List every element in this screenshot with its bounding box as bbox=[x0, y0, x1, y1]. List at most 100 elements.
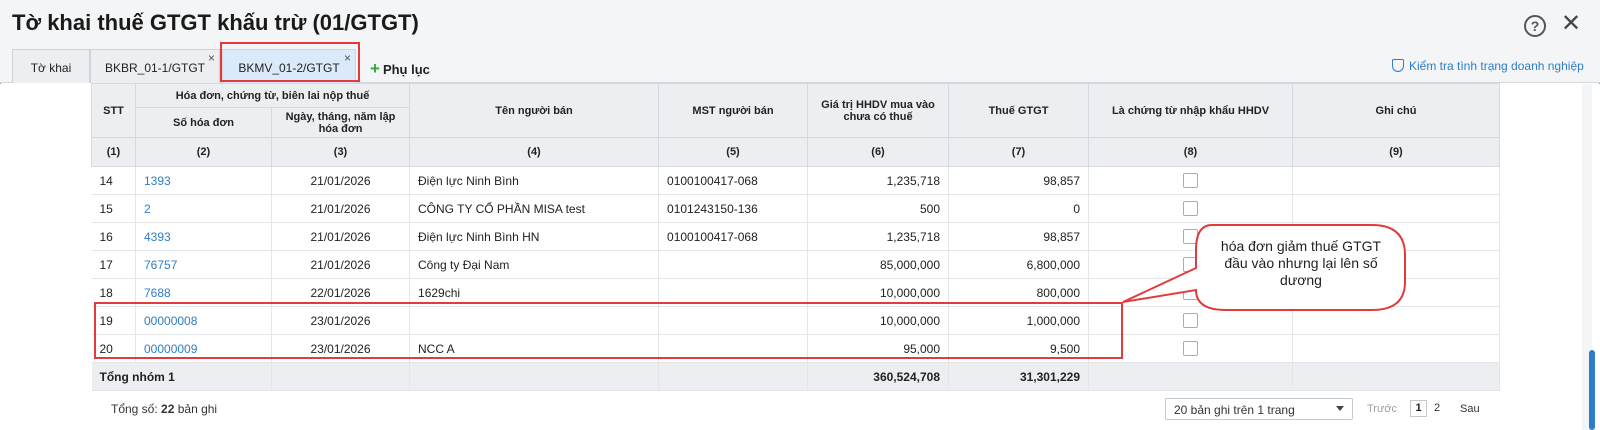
import-checkbox[interactable] bbox=[1183, 313, 1199, 329]
cell-note[interactable] bbox=[1292, 194, 1501, 223]
cell-seller-name: Điện lực Ninh Bình bbox=[409, 166, 660, 195]
cell-date: 23/01/2026 bbox=[271, 306, 411, 335]
import-checkbox[interactable] bbox=[1183, 285, 1199, 301]
tab-bkbr[interactable]: BKBR_01-1/GTGT × bbox=[90, 49, 220, 83]
invoice-link[interactable]: 7688 bbox=[144, 285, 171, 300]
tab-to-khai[interactable]: Tờ khai bbox=[12, 49, 90, 83]
shield-check-icon bbox=[1392, 59, 1404, 72]
cell-value: 500 bbox=[807, 194, 950, 223]
tab-bkmv[interactable]: BKMV_01-2/GTGT × bbox=[222, 49, 356, 83]
help-icon[interactable]: ? bbox=[1524, 15, 1546, 37]
purchase-invoice-table: STT Hóa đơn, chứng từ, biên lai nộp thuế… bbox=[91, 83, 1501, 391]
cell-vat: 0 bbox=[948, 194, 1090, 223]
invoice-link[interactable]: 1393 bbox=[144, 173, 171, 188]
import-checkbox[interactable] bbox=[1183, 229, 1199, 245]
record-count-suffix: bản ghi bbox=[174, 402, 218, 416]
tab-close-icon[interactable]: × bbox=[343, 51, 351, 65]
col-header-note: Ghi chú bbox=[1292, 83, 1501, 138]
col-number: (5) bbox=[658, 137, 809, 167]
cell-seller-name: Công ty Đại Nam bbox=[409, 250, 660, 279]
page-size-value: 20 bản ghi trên 1 trang bbox=[1174, 403, 1295, 417]
tab-label: BKMV_01-2/GTGT bbox=[238, 61, 340, 75]
tab-close-icon[interactable]: × bbox=[207, 51, 215, 65]
cell-stt: 16 bbox=[91, 222, 136, 251]
table-row[interactable]: 14 1393 21/01/2026 Điện lực Ninh Bình 01… bbox=[91, 166, 1501, 195]
import-checkbox[interactable] bbox=[1183, 201, 1199, 217]
invoice-link[interactable]: 2 bbox=[144, 201, 151, 216]
cell-value: 1,235,718 bbox=[807, 222, 950, 251]
table-row[interactable]: 20 00000009 23/01/2026 NCC A 95,000 9,50… bbox=[91, 334, 1501, 363]
cell-seller-tax bbox=[658, 334, 809, 363]
cell-value: 10,000,000 bbox=[807, 306, 950, 335]
title-bar: Tờ khai thuế GTGT khấu trừ (01/GTGT) ? ✕ bbox=[0, 0, 1600, 50]
cell-seller-tax: 0100100417-068 bbox=[658, 222, 809, 251]
table-row[interactable]: 16 4393 21/01/2026 Điện lực Ninh Bình HN… bbox=[91, 222, 1501, 251]
plus-icon: + bbox=[370, 59, 380, 78]
page-title: Tờ khai thuế GTGT khấu trừ (01/GTGT) bbox=[12, 10, 419, 35]
tab-label: Tờ khai bbox=[30, 61, 72, 75]
total-vat: 31,301,229 bbox=[948, 362, 1090, 391]
cell-vat: 98,857 bbox=[948, 222, 1090, 251]
scrollbar-track[interactable] bbox=[1582, 84, 1592, 430]
cell-date: 22/01/2026 bbox=[271, 278, 411, 307]
cell-stt: 14 bbox=[91, 166, 136, 195]
cell-seller-name: 1629chi bbox=[409, 278, 660, 307]
scrollbar-thumb[interactable] bbox=[1589, 350, 1595, 430]
page-2-button[interactable]: 2 bbox=[1434, 402, 1441, 414]
col-number: (6) bbox=[807, 137, 950, 167]
import-checkbox[interactable] bbox=[1183, 341, 1199, 357]
next-page-button[interactable]: Sau bbox=[1460, 403, 1480, 415]
cell-stt: 17 bbox=[91, 250, 136, 279]
record-count-prefix: Tổng số: bbox=[111, 402, 162, 416]
cell-seller-name: NCC A bbox=[409, 334, 660, 363]
cell-seller-tax: 0101243150-136 bbox=[658, 194, 809, 223]
check-company-status-label: Kiểm tra tình trạng doanh nghiệp bbox=[1409, 59, 1584, 73]
col-header-value: Giá trị HHDV mua vào chưa có thuế bbox=[807, 83, 950, 138]
invoice-link[interactable]: 00000009 bbox=[144, 341, 198, 356]
cell-seller-tax bbox=[658, 306, 809, 335]
cell-seller-name: Điện lực Ninh Bình HN bbox=[409, 222, 660, 251]
cell-stt: 18 bbox=[91, 278, 136, 307]
close-icon[interactable]: ✕ bbox=[1561, 10, 1582, 37]
import-checkbox[interactable] bbox=[1183, 173, 1199, 189]
cell-vat: 9,500 bbox=[948, 334, 1090, 363]
col-number: (2) bbox=[135, 137, 272, 167]
col-header-import: Là chứng từ nhập khẩu HHDV bbox=[1088, 83, 1294, 138]
col-number: (4) bbox=[409, 137, 660, 167]
cell-date: 23/01/2026 bbox=[271, 334, 411, 363]
cell-stt: 19 bbox=[91, 306, 136, 335]
cell-note[interactable] bbox=[1292, 334, 1501, 363]
col-number: (7) bbox=[948, 137, 1090, 167]
page-1-button[interactable]: 1 bbox=[1410, 400, 1427, 417]
cell-seller-tax: 0100100417-068 bbox=[658, 166, 809, 195]
cell-note[interactable] bbox=[1292, 166, 1501, 195]
cell-seller-tax bbox=[658, 278, 809, 307]
invoice-link[interactable]: 76757 bbox=[144, 257, 178, 272]
cell-stt: 15 bbox=[91, 194, 136, 223]
col-header-seller-name: Tên người bán bbox=[409, 83, 660, 138]
import-checkbox[interactable] bbox=[1183, 257, 1199, 273]
check-company-status-link[interactable]: Kiểm tra tình trạng doanh nghiệp bbox=[1392, 59, 1584, 73]
invoice-link[interactable]: 00000008 bbox=[144, 313, 198, 328]
cell-note[interactable] bbox=[1292, 306, 1501, 335]
chevron-down-icon bbox=[1336, 406, 1344, 411]
table-row[interactable]: 15 2 21/01/2026 CÔNG TY CỔ PHẦN MISA tes… bbox=[91, 194, 1501, 223]
cell-seller-tax bbox=[658, 250, 809, 279]
col-number: (9) bbox=[1292, 137, 1501, 167]
total-row: Tổng nhóm 1 360,524,708 31,301,229 bbox=[91, 362, 1501, 391]
total-value: 360,524,708 bbox=[807, 362, 950, 391]
cell-seller-name: CÔNG TY CỔ PHẦN MISA test bbox=[409, 194, 660, 223]
cell-vat: 800,000 bbox=[948, 278, 1090, 307]
prev-page-button[interactable]: Trước bbox=[1367, 403, 1398, 415]
cell-value: 95,000 bbox=[807, 334, 950, 363]
add-appendix-button[interactable]: + Phụ lục bbox=[370, 59, 430, 79]
callout-text: hóa đơn giảm thuế GTGT đầu vào nhưng lại… bbox=[1220, 238, 1382, 288]
cell-vat: 1,000,000 bbox=[948, 306, 1090, 335]
record-count-number: 22 bbox=[161, 402, 175, 416]
page-size-select[interactable]: 20 bản ghi trên 1 trang bbox=[1165, 398, 1353, 420]
cell-value: 1,235,718 bbox=[807, 166, 950, 195]
add-appendix-label: Phụ lục bbox=[382, 62, 430, 77]
invoice-link[interactable]: 4393 bbox=[144, 229, 171, 244]
table-row[interactable]: 19 00000008 23/01/2026 10,000,000 1,000,… bbox=[91, 306, 1501, 335]
cell-stt: 20 bbox=[91, 334, 136, 363]
